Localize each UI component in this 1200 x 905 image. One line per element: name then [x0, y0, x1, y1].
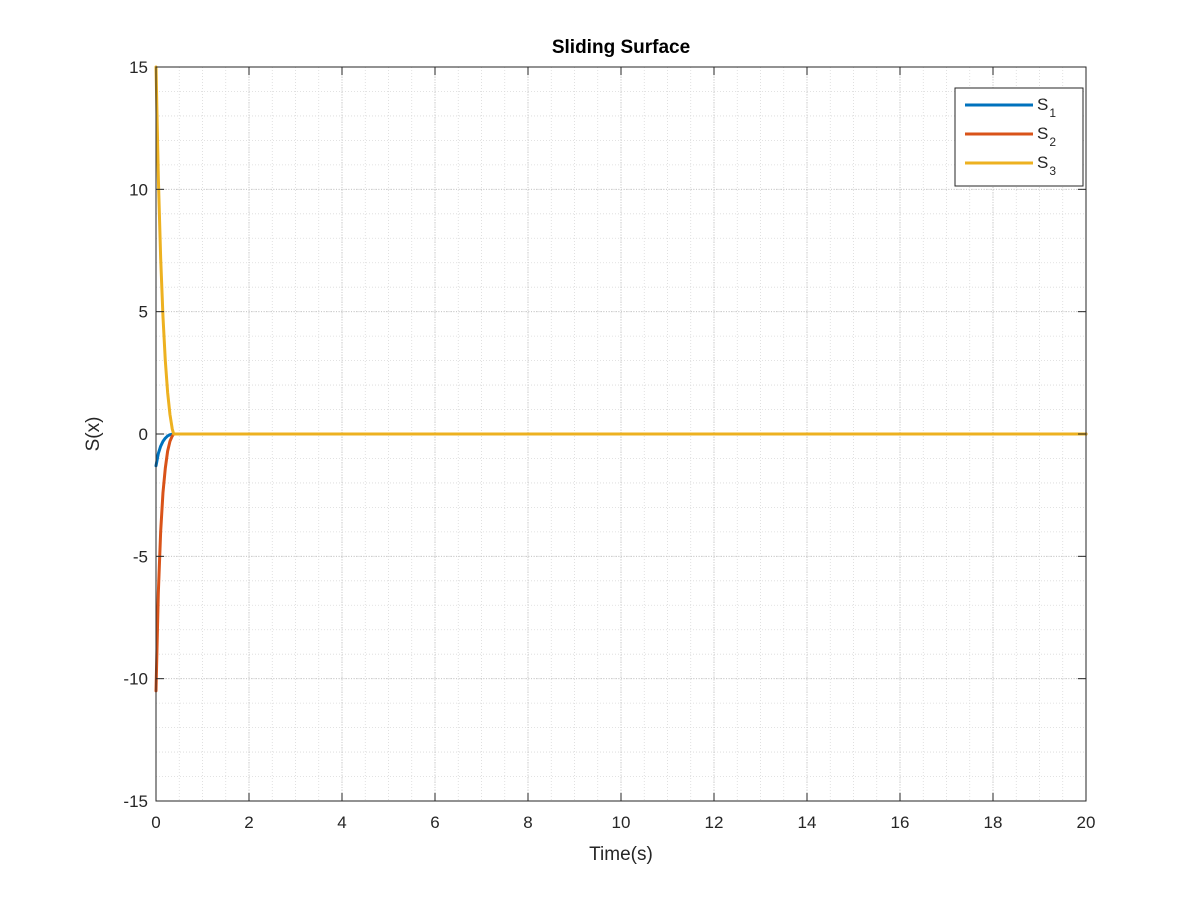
y-tick-label: 0 [139, 425, 148, 444]
legend-item-s2[interactable]: S2 [965, 124, 1056, 149]
legend-label-subscript: 2 [1049, 135, 1056, 149]
y-tick-label: -10 [123, 670, 148, 689]
x-tick-label: 10 [612, 813, 631, 832]
x-tick-label: 6 [430, 813, 439, 832]
y-tick-label: 15 [129, 58, 148, 77]
x-tick-label: 16 [891, 813, 910, 832]
legend-label-main: S [1037, 124, 1048, 143]
x-tick-label: 12 [705, 813, 724, 832]
y-tick-label: -15 [123, 792, 148, 811]
x-tick-label: 4 [337, 813, 346, 832]
chart-title: Sliding Surface [552, 37, 690, 58]
legend-label: S3 [1037, 153, 1056, 178]
series-line-s3 [154, 65, 1088, 436]
y-axis-label: S(x) [83, 417, 104, 452]
y-axis-ticks: -15 -10 -5 0 5 10 15 [123, 58, 1086, 811]
series-lines [154, 65, 1088, 693]
y-tick-label: -5 [133, 547, 148, 566]
legend-label: S1 [1037, 95, 1056, 120]
legend-label: S2 [1037, 124, 1056, 149]
legend-label-main: S [1037, 95, 1048, 114]
legend-label-main: S [1037, 153, 1048, 172]
x-tick-label: 0 [151, 813, 160, 832]
y-tick-label: 10 [129, 180, 148, 199]
y-tick-label: 5 [139, 303, 148, 322]
legend-label-subscript: 3 [1049, 164, 1056, 178]
legend-label-subscript: 1 [1049, 106, 1056, 120]
x-axis-ticks: 0 2 4 6 8 10 12 14 16 18 20 [151, 67, 1095, 832]
x-tick-label: 20 [1077, 813, 1096, 832]
x-tick-label: 8 [523, 813, 532, 832]
x-axis-label: Time(s) [589, 844, 653, 865]
legend-item-s1[interactable]: S1 [965, 95, 1056, 120]
legend-item-s3[interactable]: S3 [965, 153, 1056, 178]
x-tick-label: 14 [798, 813, 817, 832]
x-tick-label: 2 [244, 813, 253, 832]
x-tick-label: 18 [984, 813, 1003, 832]
legend-box [954, 87, 1084, 187]
